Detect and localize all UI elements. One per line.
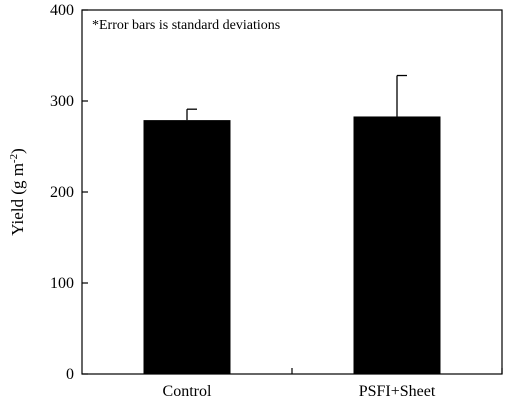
y-tick-label: 100 <box>50 275 74 292</box>
y-tick-label: 0 <box>66 366 74 383</box>
y-tick-label: 200 <box>50 184 74 201</box>
y-axis-title-main: Yield (g m <box>8 163 27 236</box>
y-tick-label: 400 <box>50 2 74 19</box>
y-axis-title-sup: -2 <box>8 154 20 163</box>
error-bar-note: *Error bars is standard deviations <box>92 18 280 33</box>
bars-group <box>143 116 441 374</box>
bar <box>353 116 441 374</box>
y-tick-label: 300 <box>50 93 74 110</box>
error-bars-group <box>186 74 407 121</box>
x-axis: Control PSFI+Sheet <box>163 368 503 400</box>
bar <box>143 120 231 374</box>
y-axis: 0 100 200 300 400 <box>50 2 88 383</box>
y-axis-title: Yield (g m-2) <box>8 148 27 236</box>
y-axis-title-end: ) <box>8 148 27 154</box>
x-tick-label: PSFI+Sheet <box>359 383 436 400</box>
x-tick-label: Control <box>163 383 212 400</box>
